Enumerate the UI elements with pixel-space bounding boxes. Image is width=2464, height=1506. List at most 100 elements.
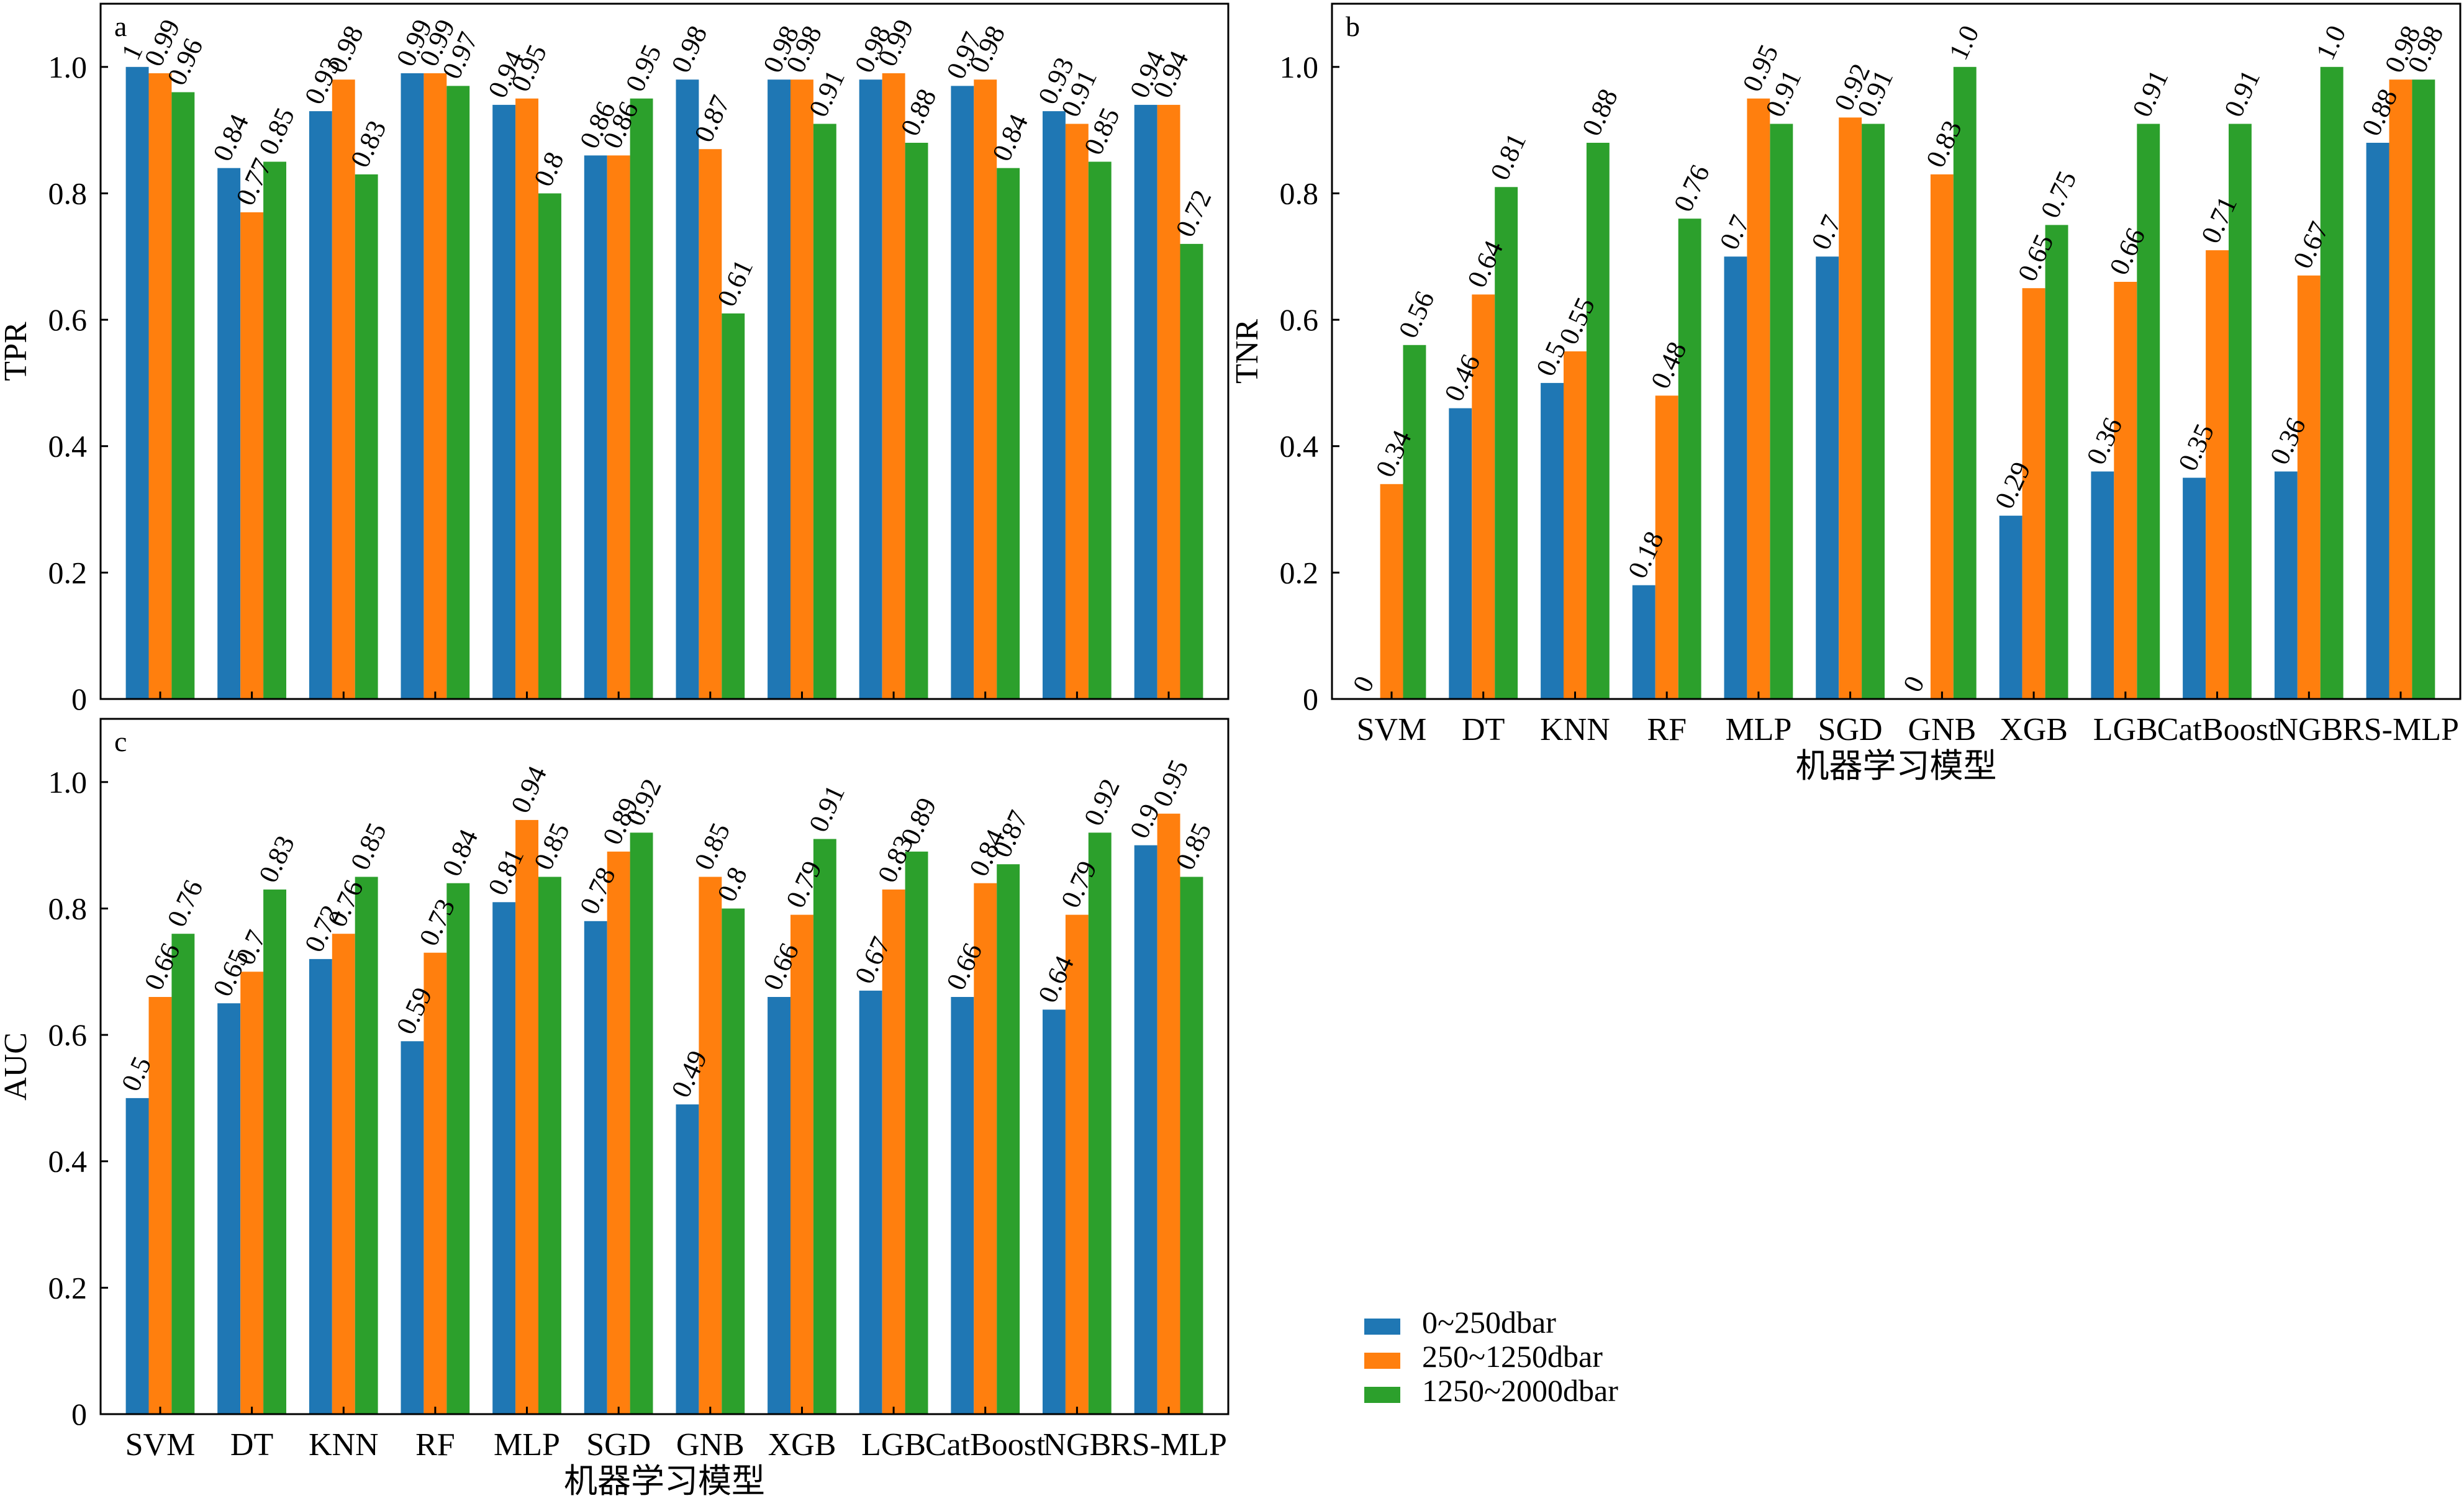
axes-frame (99, 2, 1230, 700)
legend-label-0: 0~250dbar (1422, 1305, 1556, 1340)
bar (1632, 585, 1656, 699)
bar (1472, 294, 1495, 699)
x-tick-label: GNB (1908, 712, 1977, 747)
bar (1999, 515, 2022, 699)
bar (1541, 382, 1564, 699)
bar (1747, 98, 1770, 699)
bar (2366, 143, 2389, 699)
x-tick-label: SGD (586, 1427, 651, 1463)
bar (1043, 111, 1066, 700)
x-tick-label: SGD (1818, 712, 1883, 747)
y-tick-label: 0.2 (48, 555, 88, 590)
bar (813, 839, 836, 1414)
y-tick-label: 0.6 (48, 302, 88, 337)
x-tick-label: NGB (1043, 1427, 1112, 1463)
bar (1770, 124, 1793, 699)
legend-label-2: 1250~2000dbar (1422, 1373, 1618, 1408)
bar (515, 98, 538, 699)
bar (424, 952, 447, 1414)
bar (1134, 845, 1157, 1414)
bar (538, 877, 561, 1414)
bar (1930, 174, 1954, 699)
bar (355, 174, 378, 699)
bar (125, 1098, 149, 1414)
x-tick-label: RF (415, 1427, 455, 1463)
bar (997, 864, 1020, 1414)
legend-swatch-1 (1364, 1353, 1400, 1369)
bar (951, 997, 974, 1414)
x-tick-label: RS-MLP (2342, 712, 2459, 747)
bar (538, 193, 561, 699)
bar (446, 86, 470, 699)
bar (2091, 471, 2114, 699)
x-tick-label: XGB (768, 1427, 836, 1463)
bar (882, 73, 905, 699)
bar (1655, 395, 1678, 699)
bar (401, 73, 424, 699)
bar (859, 990, 882, 1414)
y-tick-label: 1.0 (48, 50, 88, 84)
bar (676, 79, 699, 699)
bar (424, 73, 447, 699)
x-tick-label: CatBoost (2157, 712, 2278, 747)
bar (1449, 408, 1472, 699)
bar (584, 155, 607, 699)
x-tick-label: NGB (2275, 712, 2343, 747)
y-tick-label: 1.0 (48, 765, 88, 800)
bar (1678, 219, 1701, 699)
y-tick-label: 0.2 (48, 1270, 88, 1305)
y-tick-label: 0.8 (1280, 176, 1319, 211)
bar (148, 997, 172, 1414)
panel-label: a (114, 11, 127, 42)
bar (1088, 832, 1112, 1414)
x-tick-label: RS-MLP (1110, 1427, 1227, 1463)
x-tick-label: KNN (1540, 712, 1610, 747)
bar (2137, 124, 2160, 699)
bar (1816, 256, 1839, 699)
panel-label: c (114, 726, 127, 757)
y-axis-label: TNR (1230, 319, 1265, 384)
bar (630, 832, 653, 1414)
y-tick-label: 0.6 (48, 1017, 88, 1052)
y-tick-label: 0.4 (48, 1144, 88, 1179)
axes-frame (1331, 2, 2462, 700)
bar (1065, 124, 1089, 699)
bar (1862, 124, 1885, 699)
bar (2045, 225, 2068, 699)
bar (217, 168, 241, 699)
bar (309, 111, 332, 700)
bar (997, 168, 1020, 699)
bar (2183, 477, 2206, 699)
bar (1088, 161, 1112, 699)
bar (1403, 345, 1426, 699)
bar (401, 1041, 424, 1414)
y-axis-label: AUC (0, 1032, 34, 1101)
x-axis-label: 机器学习模型 (564, 1463, 765, 1500)
bar (974, 79, 997, 699)
y-tick-label: 0.4 (1280, 429, 1319, 464)
y-tick-label: 0 (71, 682, 87, 716)
bar (905, 143, 928, 699)
bar (699, 149, 722, 699)
bar (2320, 66, 2344, 700)
x-tick-label: DT (230, 1427, 273, 1463)
bar (240, 972, 264, 1414)
bar (1157, 813, 1180, 1414)
panel-label: b (1346, 11, 1360, 42)
legend-swatch-0 (1364, 1319, 1400, 1335)
bar (355, 877, 378, 1414)
y-tick-label: 0.2 (1280, 555, 1319, 590)
x-tick-label: LGB (2093, 712, 2158, 747)
x-axis-label: 机器学习模型 (1796, 747, 1997, 785)
x-tick-label: KNN (309, 1427, 379, 1463)
bar (171, 934, 195, 1414)
bar (882, 889, 905, 1414)
bar (790, 914, 813, 1414)
bar (1134, 104, 1157, 699)
bar (813, 124, 836, 699)
bar (1495, 187, 1518, 699)
bar (1839, 117, 1862, 700)
bar (974, 883, 997, 1414)
legend: 0~250dbar 250~1250dbar 1250~2000dbar (1364, 1305, 1618, 1408)
y-tick-label: 0 (71, 1397, 87, 1432)
